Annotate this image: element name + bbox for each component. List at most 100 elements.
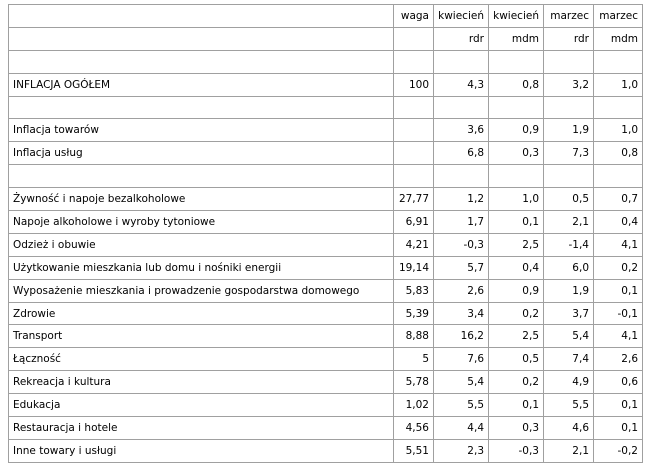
data-row: Restauracja i hotele 4,56 4,4 0,3 4,6 0,1: [8, 416, 643, 440]
cell: 7,3: [543, 141, 594, 166]
row-label: Łączność: [8, 347, 394, 372]
data-row: Rekreacja i kultura 5,78 5,4 0,2 4,9 0,6: [8, 370, 643, 395]
cell: rdr: [543, 26, 594, 51]
cell: 4,1: [593, 232, 643, 257]
cell: 3,2: [543, 72, 594, 97]
cell: kwiecień: [433, 4, 489, 28]
cell: rdr: [433, 26, 489, 51]
data-row: Inflacja towarów 3,6 0,9 1,9 1,0: [8, 118, 643, 143]
spacer-row: [8, 95, 643, 120]
cell: 1,0: [593, 72, 643, 97]
cell: -0,2: [593, 438, 643, 463]
data-row: Wyposażenie mieszkania i prowadzenie gos…: [8, 278, 643, 303]
cell: 2,1: [543, 438, 594, 463]
cell: [393, 118, 434, 143]
cell: 0,2: [488, 370, 544, 395]
cell: 0,8: [488, 72, 544, 97]
cell: [543, 49, 594, 74]
cell: 5,51: [393, 438, 434, 463]
data-row: Inflacja usług 6,8 0,3 7,3 0,8: [8, 141, 643, 166]
cell: 0,3: [488, 416, 544, 440]
cell: 5,78: [393, 370, 434, 395]
cell: [433, 95, 489, 120]
cell: 0,4: [593, 210, 643, 234]
cell: 1,0: [593, 118, 643, 143]
spacer-row: [8, 49, 643, 74]
cell: 4,9: [543, 370, 594, 395]
cell: marzec: [593, 4, 643, 28]
cell: 3,7: [543, 301, 594, 326]
cell: 5,4: [543, 324, 594, 349]
row-label: [8, 4, 394, 28]
cell: 0,6: [593, 370, 643, 395]
cell: 0,5: [488, 347, 544, 372]
cell: 4,56: [393, 416, 434, 440]
row-label: Restauracja i hotele: [8, 416, 394, 440]
cell: 0,9: [488, 278, 544, 303]
cell: 27,77: [393, 187, 434, 212]
cell: 1,02: [393, 393, 434, 418]
cell: 0,8: [593, 141, 643, 166]
cell: [488, 95, 544, 120]
cell: 1,7: [433, 210, 489, 234]
cell: 0,7: [593, 187, 643, 212]
data-row: Żywność i napoje bezalkoholowe 27,77 1,2 1,…: [8, 187, 643, 212]
cell: 5,7: [433, 255, 489, 280]
cell: 5,83: [393, 278, 434, 303]
cell: 16,2: [433, 324, 489, 349]
cell: -1,4: [543, 232, 594, 257]
cell: 0,1: [488, 210, 544, 234]
cell: [593, 164, 643, 189]
cell: 5,5: [543, 393, 594, 418]
inflation-table: waga kwiecień kwiecień marzec marzec rdr mdm rd…: [8, 4, 643, 463]
cell: 0,5: [543, 187, 594, 212]
cell: [433, 49, 489, 74]
cell: 0,1: [593, 393, 643, 418]
cell: [393, 164, 434, 189]
data-row: Odzież i obuwie 4,21 -0,3 2,5 -1,4 4,1: [8, 232, 643, 257]
cell: 1,0: [488, 187, 544, 212]
cell: 7,6: [433, 347, 489, 372]
row-label: Inflacja towarów: [8, 118, 394, 143]
cell: [488, 49, 544, 74]
cell: 7,4: [543, 347, 594, 372]
cell: 4,3: [433, 72, 489, 97]
cell: [393, 49, 434, 74]
cell: -0,3: [488, 438, 544, 463]
data-row: Napoje alkoholowe i wyroby tytoniowe 6,91…: [8, 210, 643, 234]
cell: -0,3: [433, 232, 489, 257]
cell: 4,1: [593, 324, 643, 349]
cell: 5,4: [433, 370, 489, 395]
cell: 2,5: [488, 324, 544, 349]
cell: 0,1: [593, 278, 643, 303]
row-label: Edukacja: [8, 393, 394, 418]
cell: [393, 26, 434, 51]
cell: 8,88: [393, 324, 434, 349]
row-label: [8, 164, 394, 189]
cell: [393, 141, 434, 166]
cell: 5: [393, 347, 434, 372]
row-label: Odzież i obuwie: [8, 232, 394, 257]
cell: 3,6: [433, 118, 489, 143]
cell: waga: [393, 4, 434, 28]
cell: 1,9: [543, 118, 594, 143]
cell: 4,6: [543, 416, 594, 440]
cell: 2,3: [433, 438, 489, 463]
cell: 2,6: [433, 278, 489, 303]
cell: 4,21: [393, 232, 434, 257]
cell: [593, 95, 643, 120]
data-row: Zdrowie 5,39 3,4 0,2 3,7 -0,1: [8, 301, 643, 326]
row-label: Inflacja usług: [8, 141, 394, 166]
cell: [433, 164, 489, 189]
header-row: rdr mdm rdr mdm: [8, 26, 643, 51]
cell: 19,14: [393, 255, 434, 280]
cell: mdm: [488, 26, 544, 51]
cell: 0,3: [488, 141, 544, 166]
cell: 2,1: [543, 210, 594, 234]
row-label: Napoje alkoholowe i wyroby tytoniowe: [8, 210, 394, 234]
cell: 3,4: [433, 301, 489, 326]
cell: 100: [393, 72, 434, 97]
cell: 5,5: [433, 393, 489, 418]
row-label: INFLACJA OGÓŁEM: [8, 72, 394, 97]
cell: 6,91: [393, 210, 434, 234]
